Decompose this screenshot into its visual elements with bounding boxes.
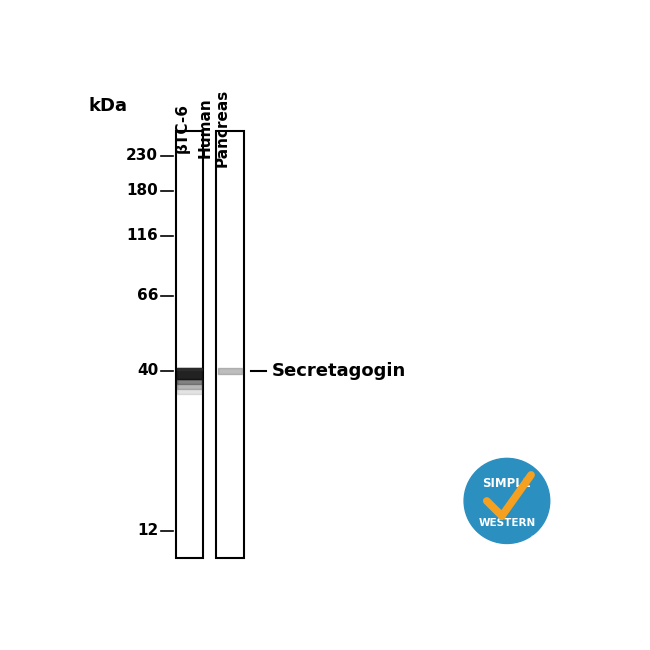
Text: SIMPLE: SIMPLE — [482, 476, 531, 489]
Text: 116: 116 — [126, 228, 158, 243]
Text: WESTERN: WESTERN — [478, 518, 536, 528]
Text: kDa: kDa — [89, 97, 128, 114]
Text: βTC-6: βTC-6 — [175, 103, 190, 153]
Text: Human
Pancreas: Human Pancreas — [198, 89, 230, 167]
Text: 180: 180 — [126, 183, 158, 198]
Bar — [216, 131, 244, 558]
Bar — [176, 131, 203, 558]
Circle shape — [464, 458, 550, 543]
Text: 12: 12 — [136, 523, 158, 538]
Text: © 2014: © 2014 — [530, 536, 554, 541]
Text: Secretagogin: Secretagogin — [272, 362, 406, 380]
Text: 40: 40 — [136, 363, 158, 378]
Text: 230: 230 — [126, 148, 158, 163]
Text: 66: 66 — [136, 288, 158, 303]
